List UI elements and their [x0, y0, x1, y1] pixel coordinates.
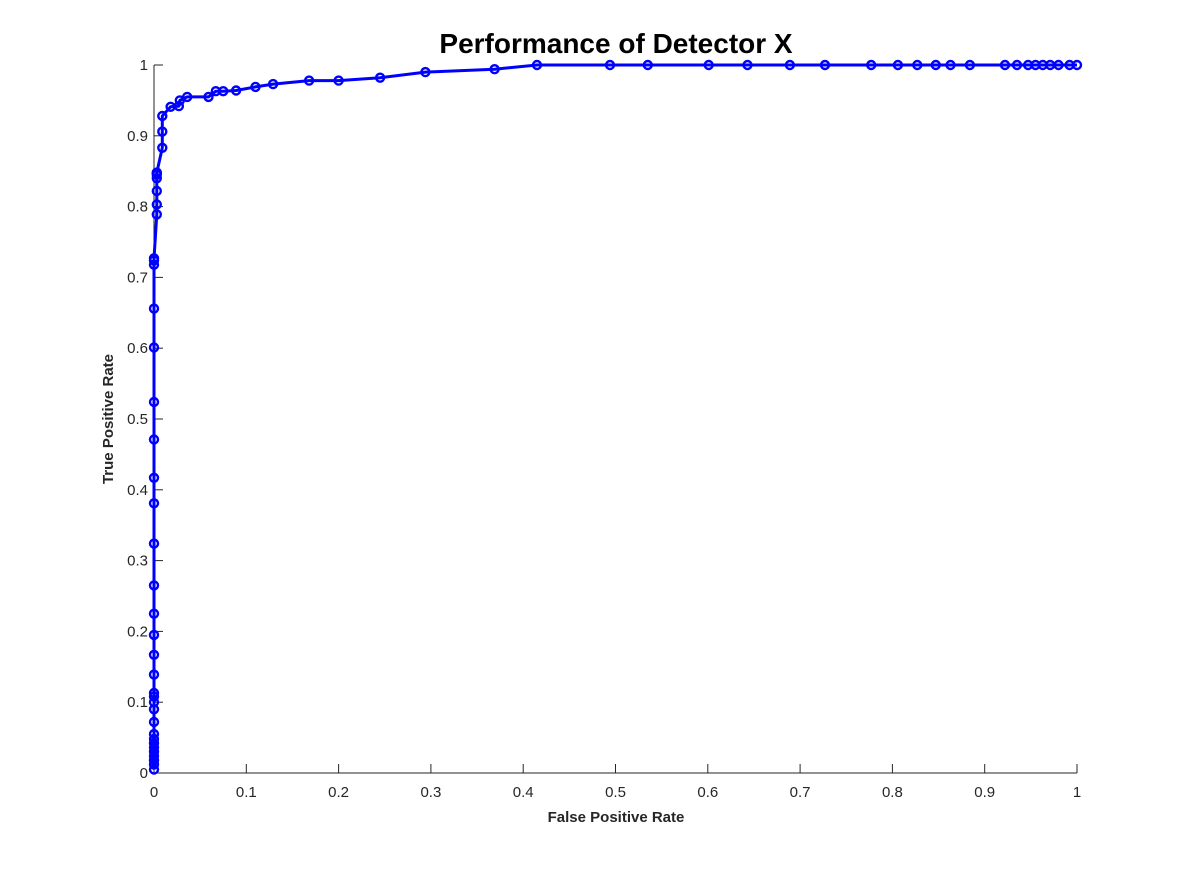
data-point	[333, 75, 344, 86]
data-point	[148, 434, 160, 445]
data-point	[151, 167, 163, 178]
data-point	[420, 66, 431, 78]
data-point	[531, 59, 543, 71]
data-point	[148, 649, 160, 660]
data-point	[148, 691, 160, 702]
data-point	[148, 303, 160, 314]
x-tick-label: 0.3	[420, 784, 441, 801]
data-point	[148, 629, 160, 641]
data-point	[148, 498, 160, 509]
data-point	[151, 199, 163, 210]
data-point	[148, 733, 160, 745]
x-tick-label: 1	[1073, 784, 1081, 801]
data-point	[930, 59, 941, 71]
data-point	[374, 72, 386, 83]
data-point	[148, 728, 160, 740]
x-tick-label: 0.4	[513, 784, 534, 801]
data-point	[945, 59, 956, 71]
y-tick-label: 0.9	[127, 128, 148, 145]
data-point	[148, 764, 160, 775]
x-tick-label: 0.1	[236, 784, 257, 801]
y-tick-label: 0.3	[127, 553, 148, 570]
data-point	[250, 81, 261, 93]
x-tick-label: 0.7	[790, 784, 811, 801]
y-tick-label: 0.4	[127, 482, 148, 499]
data-point	[148, 687, 160, 699]
x-tick-label: 0.5	[605, 784, 626, 801]
data-point	[181, 91, 193, 103]
data-point	[217, 85, 229, 97]
x-tick-label: 0.8	[882, 784, 903, 801]
data-point	[151, 209, 163, 220]
data-point	[819, 59, 831, 71]
y-tick-label: 0	[140, 765, 148, 782]
x-tick-label: 0.9	[974, 784, 995, 801]
ticks: 0 0.1 0.2 0.3 0.4 0.5 0.6 0.7 0.8 0.9 1 0 0.1 0.2 0.3 0…	[127, 57, 1081, 801]
data-point	[892, 59, 904, 71]
data-point	[148, 472, 160, 483]
data-point	[1071, 59, 1083, 71]
y-tick-label: 1	[140, 57, 148, 74]
data-point	[148, 608, 160, 619]
data-point	[912, 59, 923, 71]
y-tick-label: 0.7	[127, 269, 148, 286]
x-axis-label: False Positive Rate	[548, 809, 685, 826]
data-point	[148, 538, 160, 549]
data-point	[148, 396, 160, 408]
y-tick-label: 0.1	[127, 694, 148, 711]
data-point	[148, 342, 160, 353]
data-point	[964, 59, 976, 71]
data-point	[703, 59, 714, 71]
data-point	[151, 185, 163, 197]
data-point	[148, 259, 160, 270]
data-point	[604, 59, 616, 71]
data-point	[148, 253, 160, 264]
data-point	[151, 173, 163, 184]
data-point	[1011, 59, 1023, 71]
data-point	[489, 63, 500, 75]
data-point	[303, 75, 315, 86]
y-tick-label: 0.8	[127, 199, 148, 216]
chart-title: Performance of Detector X	[439, 28, 793, 59]
data-series	[148, 59, 1083, 775]
y-tick-label: 0.5	[127, 411, 148, 428]
x-tick-label: 0	[150, 784, 158, 801]
data-point	[1053, 59, 1064, 71]
data-point	[148, 716, 160, 728]
data-point	[642, 59, 653, 71]
data-point	[267, 78, 279, 90]
y-tick-label: 0.6	[127, 340, 148, 357]
y-tick-label: 0.2	[127, 623, 148, 640]
data-point	[157, 126, 168, 137]
data-point	[173, 100, 185, 112]
series-line	[152, 63, 1077, 770]
data-point	[203, 91, 214, 103]
data-point	[742, 59, 753, 71]
axes	[153, 65, 1077, 774]
data-point	[148, 580, 160, 591]
data-point	[999, 59, 1011, 71]
data-point	[157, 142, 168, 154]
data-point	[230, 85, 242, 96]
data-point	[148, 669, 160, 680]
data-point	[866, 59, 877, 71]
data-point	[157, 110, 168, 122]
data-point	[148, 738, 160, 749]
data-point	[148, 697, 160, 708]
x-tick-label: 0.6	[697, 784, 718, 801]
data-point	[784, 59, 796, 71]
x-tick-label: 0.2	[328, 784, 349, 801]
y-axis-label: True Positive Rate	[100, 354, 117, 484]
